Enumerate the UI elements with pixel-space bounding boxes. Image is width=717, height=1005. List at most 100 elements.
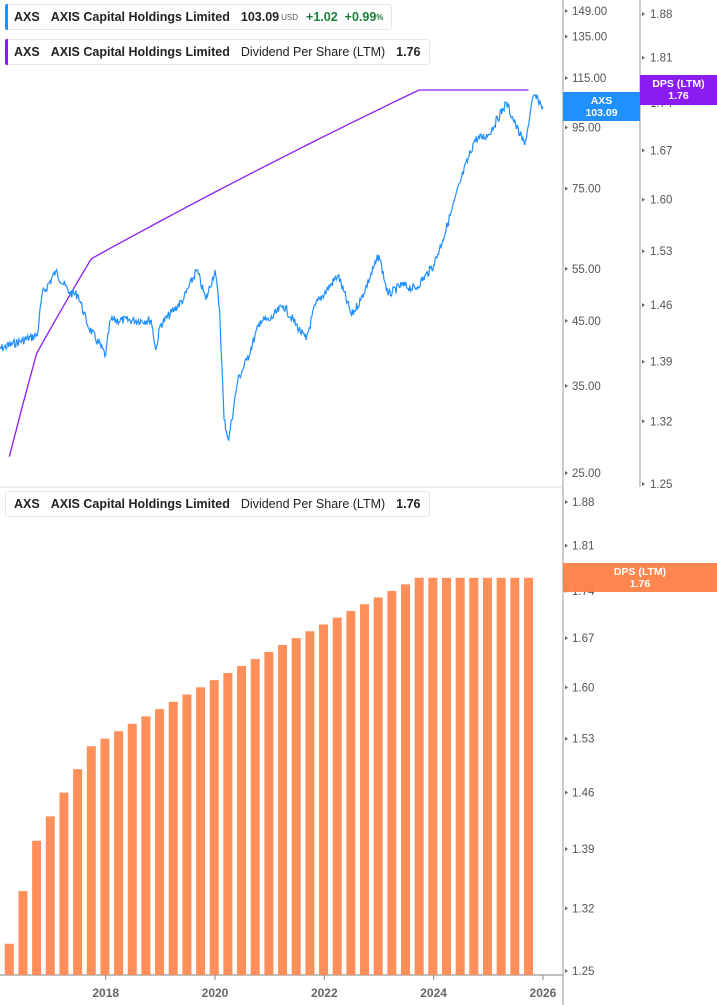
x-tick-label: 2020 xyxy=(202,986,229,1000)
dps-bar xyxy=(387,590,397,975)
dps-tick-mark xyxy=(642,419,645,424)
dps-tick-label: 1.81 xyxy=(650,53,672,65)
dps-tick-mark xyxy=(642,249,645,254)
legend-change: +1.02 xyxy=(306,10,338,24)
dps-bar xyxy=(59,792,69,975)
price-tick-mark xyxy=(565,266,568,271)
dps-bar xyxy=(346,610,356,975)
bar-axis-tick-mark xyxy=(565,847,568,852)
dps-bar xyxy=(401,584,411,975)
tag-value: 1.76 xyxy=(629,577,651,590)
price-tick-mark xyxy=(565,471,568,475)
price-tick-mark xyxy=(565,76,568,81)
legend-color-bar xyxy=(5,39,8,65)
bar-axis-tick-mark xyxy=(565,685,568,690)
price-tick-label: 75.00 xyxy=(572,184,601,196)
dps-bar xyxy=(482,577,492,975)
dps-tick-mark xyxy=(642,55,645,60)
price-tick-label: 115.00 xyxy=(572,73,606,85)
price-tick-label: 45.00 xyxy=(572,316,601,328)
dps-bar xyxy=(4,943,14,975)
price-tick-label: 25.00 xyxy=(572,468,601,480)
dps-bar xyxy=(510,577,520,975)
bar-axis-tick-mark xyxy=(565,543,568,548)
dps-tick-label: 1.67 xyxy=(650,145,672,157)
dps-bar xyxy=(373,597,383,975)
bar-axis-tick-label: 1.53 xyxy=(572,734,594,746)
dps-tick-label: 1.39 xyxy=(650,357,672,369)
bar-axis-tick-label: 1.88 xyxy=(572,497,594,509)
bar-axis-tick-mark xyxy=(565,790,568,795)
bar-axis-tick-mark xyxy=(565,500,568,504)
x-tick-label: 2018 xyxy=(92,986,119,1000)
dps-bar xyxy=(114,731,124,975)
dps-tick-label: 1.32 xyxy=(650,416,672,428)
price-tick-mark xyxy=(565,383,568,388)
legend-dps-bottom[interactable]: AXS AXIS Capital Holdings Limited Divide… xyxy=(5,491,430,517)
dps-bar xyxy=(291,638,301,975)
dps-bar xyxy=(168,701,178,975)
dps-bar xyxy=(86,746,96,975)
tag-label: AXS xyxy=(590,94,613,107)
dps-line xyxy=(8,89,529,457)
legend-currency: USD xyxy=(281,12,299,22)
dps-tick-mark xyxy=(642,482,645,486)
price-tick-mark xyxy=(565,9,568,13)
dps-bar xyxy=(496,577,506,975)
dps-bar xyxy=(250,658,260,975)
bar-axis-tick-mark xyxy=(565,636,568,641)
dps-bar xyxy=(73,769,83,975)
price-tick-mark xyxy=(565,34,568,39)
price-tick-mark xyxy=(565,125,568,130)
legend-company: AXIS Capital Holdings Limited xyxy=(50,497,230,511)
price-tick-mark xyxy=(565,186,568,191)
dps-bar xyxy=(428,577,438,975)
dps-tick-mark xyxy=(642,197,645,202)
bar-axis-tick-mark xyxy=(565,906,568,911)
legend-price[interactable]: AXS AXIS Capital Holdings Limited 103.09… xyxy=(5,4,393,30)
dps-tick-label: 1.46 xyxy=(650,300,672,312)
legend-price-value: 103.09 xyxy=(240,10,280,24)
dps-bar xyxy=(141,716,151,975)
x-tick-label: 2022 xyxy=(311,986,338,1000)
dps-bar xyxy=(469,577,479,975)
dps-bar xyxy=(45,816,55,975)
dps-bar xyxy=(223,673,233,975)
dps-bar xyxy=(237,665,247,975)
legend-company: AXIS Capital Holdings Limited xyxy=(50,45,230,59)
dps-axis-tag-top: DPS (LTM) 1.76 xyxy=(640,75,717,105)
bar-axis-tick-mark xyxy=(565,969,568,973)
legend-ticker: AXS xyxy=(14,10,40,24)
bar-axis-tick-label: 1.81 xyxy=(572,541,594,553)
dps-tick-label: 1.88 xyxy=(650,9,672,21)
tag-label: DPS (LTM) xyxy=(652,78,705,90)
dps-bar xyxy=(414,577,424,975)
legend-color-bar xyxy=(5,4,8,30)
bar-axis-tick-label: 1.39 xyxy=(572,844,594,856)
price-tick-label: 135.00 xyxy=(572,32,607,44)
bar-axis-tick-label: 1.46 xyxy=(572,788,594,800)
dps-bar xyxy=(442,577,451,975)
dps-bar xyxy=(127,723,137,975)
dps-tick-mark xyxy=(642,359,645,364)
price-tick-label: 35.00 xyxy=(572,381,601,393)
dps-tick-label: 1.53 xyxy=(650,246,672,258)
price-tick-label: 55.00 xyxy=(572,264,601,276)
legend-dps-top[interactable]: AXS AXIS Capital Holdings Limited Divide… xyxy=(5,39,430,65)
dps-bar xyxy=(264,651,274,975)
dps-bar xyxy=(100,738,110,975)
tag-label: DPS (LTM) xyxy=(613,565,667,578)
bar-axis-tick-label: 1.60 xyxy=(572,682,594,694)
dps-tick-mark xyxy=(642,12,645,16)
legend-metric: Dividend Per Share (LTM) xyxy=(240,497,386,511)
price-tick-label: 149.00 xyxy=(572,6,607,18)
legend-pct-sign: % xyxy=(376,12,384,22)
dps-tick-mark xyxy=(642,303,645,308)
legend-metric: Dividend Per Share (LTM) xyxy=(240,45,386,59)
price-tick-mark xyxy=(565,318,568,323)
legend-value: 1.76 xyxy=(396,497,421,511)
dps-bar xyxy=(455,577,465,975)
dps-bar xyxy=(182,694,192,975)
